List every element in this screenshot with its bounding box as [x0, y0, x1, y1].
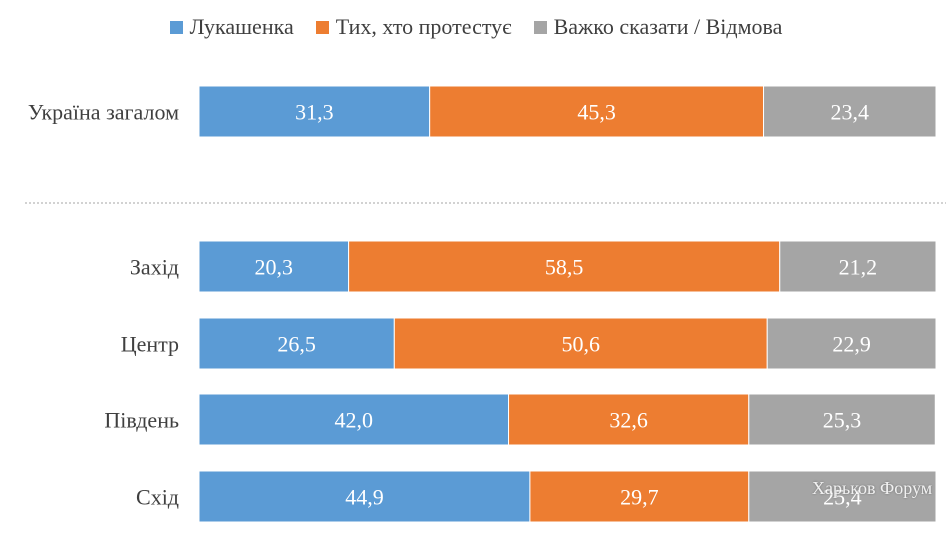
bar-segment: [748, 393, 936, 446]
category-label: Південь: [104, 408, 179, 433]
data-label: 50,6: [562, 332, 601, 357]
legend-item-hard-to-say: Важко сказати / Відмова: [533, 14, 783, 40]
legend-label-lukashenka: Лукашенка: [189, 14, 294, 39]
legend-swatch-lukashenka: [169, 20, 183, 34]
data-label: 58,5: [545, 255, 584, 280]
legend-item-lukashenka: Лукашенка: [169, 14, 294, 40]
bar-segment: [429, 85, 765, 138]
chart-legend: Лукашенка Тих, хто протестує Важко сказа…: [0, 14, 952, 40]
data-label: 44,9: [345, 485, 384, 510]
data-label: 25,4: [823, 485, 862, 510]
bar-segment: [198, 317, 395, 370]
legend-label-hard-to-say: Важко сказати / Відмова: [553, 14, 783, 39]
data-label: 31,3: [295, 100, 334, 125]
data-label: 23,4: [831, 100, 870, 125]
bar-segment: [508, 393, 750, 446]
legend-swatch-protesters: [315, 20, 329, 34]
data-label: 45,3: [577, 100, 616, 125]
data-label: 21,2: [839, 255, 878, 280]
category-label: Захід: [130, 255, 179, 280]
data-label: 32,6: [609, 408, 648, 433]
legend-item-protesters: Тих, хто протестує: [315, 14, 512, 40]
bar-segment: [779, 240, 937, 293]
data-label: 22,9: [832, 332, 871, 357]
category-label: Україна загалом: [28, 100, 179, 125]
watermark: Харьков Форум: [812, 478, 933, 498]
data-label: 29,7: [620, 485, 659, 510]
bar-segment: [393, 317, 768, 370]
category-label: Схід: [136, 485, 179, 510]
bar-segment: [348, 240, 781, 293]
bar-segment: [748, 470, 937, 523]
data-label: 42,0: [335, 408, 374, 433]
bar-segment: [766, 317, 937, 370]
legend-swatch-hard-to-say: [533, 20, 547, 34]
bar-segment: [198, 393, 510, 446]
data-label: 26,5: [277, 332, 316, 357]
bar-segment: [198, 240, 350, 293]
data-label: 20,3: [255, 255, 294, 280]
legend-label-protesters: Тих, хто протестує: [335, 14, 512, 39]
data-label: 25,3: [823, 408, 862, 433]
category-label: Центр: [121, 332, 179, 357]
bar-segment: [763, 85, 937, 138]
